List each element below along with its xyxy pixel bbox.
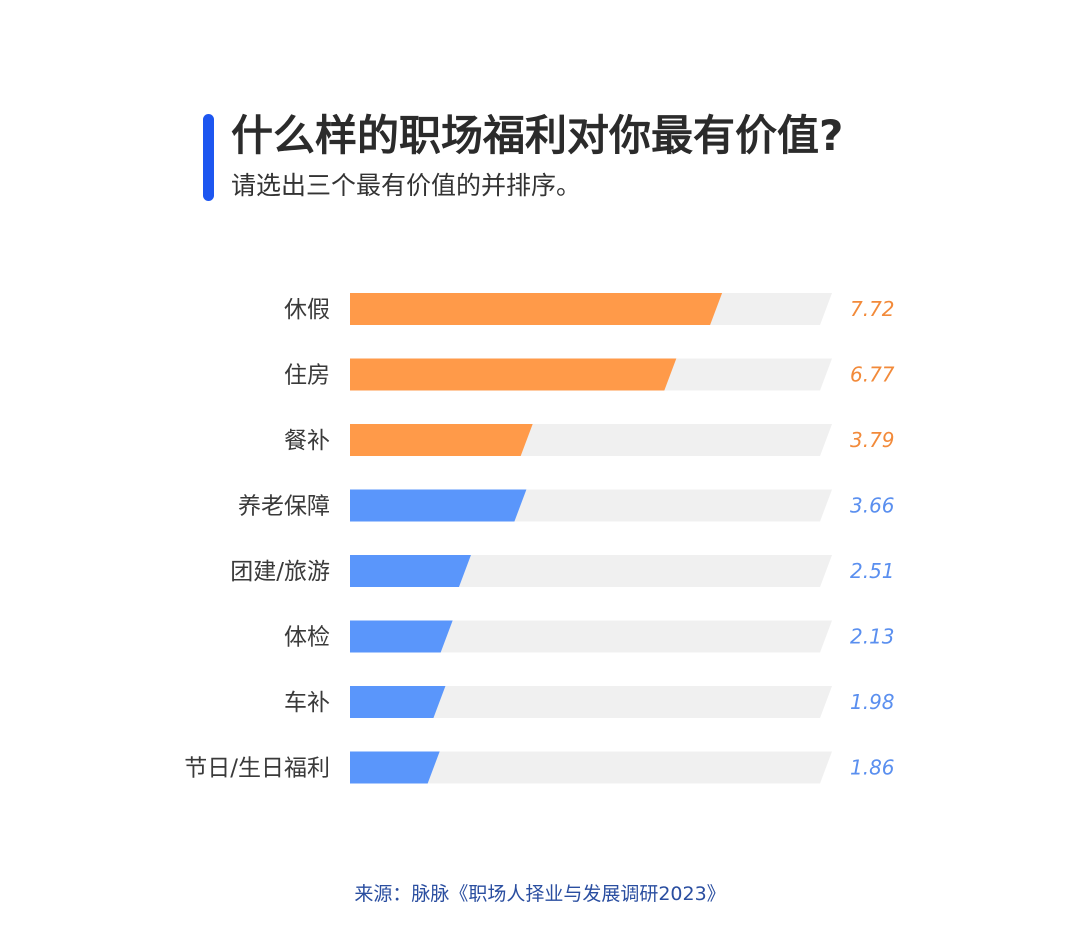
bar-row: 车补 1.98 xyxy=(284,686,895,718)
bar-row: 养老保障 3.66 xyxy=(238,489,895,522)
bar xyxy=(350,424,533,456)
value-label: 7.72 xyxy=(850,297,895,321)
chart-title: 什么样的职场福利对你最有价值? xyxy=(231,111,844,160)
category-label: 节日/生日福利 xyxy=(184,756,330,782)
bar-row: 节日/生日福利 1.86 xyxy=(184,751,895,784)
category-label: 餐补 xyxy=(284,428,330,454)
bar xyxy=(350,293,723,325)
chart-subtitle: 请选出三个最有价值的并排序。 xyxy=(231,171,582,200)
bar-row: 休假 7.72 xyxy=(284,293,895,325)
category-label: 休假 xyxy=(284,297,330,323)
category-label: 团建/旅游 xyxy=(230,559,330,585)
bar-track xyxy=(350,620,832,653)
bar xyxy=(350,489,527,522)
bar-row: 住房 6.77 xyxy=(284,358,895,391)
bar xyxy=(350,751,440,784)
bar-track xyxy=(350,555,832,587)
category-label: 体检 xyxy=(284,625,330,651)
bar xyxy=(350,555,471,587)
bar xyxy=(350,686,446,718)
value-label: 3.79 xyxy=(850,428,895,452)
bar-row: 餐补 3.79 xyxy=(284,424,895,456)
title-block: 什么样的职场福利对你最有价值? 请选出三个最有价值的并排序。 xyxy=(203,112,963,204)
value-label: 1.86 xyxy=(850,756,895,780)
bar xyxy=(350,620,453,653)
value-label: 3.66 xyxy=(850,494,895,518)
bar-row: 体检 2.13 xyxy=(284,620,895,653)
source-note: 来源：脉脉《职场人择业与发展调研2023》 xyxy=(354,883,726,905)
bar-track xyxy=(350,686,832,718)
value-label: 1.98 xyxy=(850,690,895,714)
title-accent-bar xyxy=(203,114,214,201)
category-label: 养老保障 xyxy=(238,494,330,520)
value-label: 6.77 xyxy=(850,363,895,387)
value-label: 2.13 xyxy=(850,625,895,649)
category-label: 车补 xyxy=(284,690,330,716)
value-label: 2.51 xyxy=(850,559,895,583)
bar-track xyxy=(350,751,832,784)
category-label: 住房 xyxy=(284,363,330,389)
bar-row: 团建/旅游 2.51 xyxy=(230,555,895,587)
bar xyxy=(350,358,677,391)
